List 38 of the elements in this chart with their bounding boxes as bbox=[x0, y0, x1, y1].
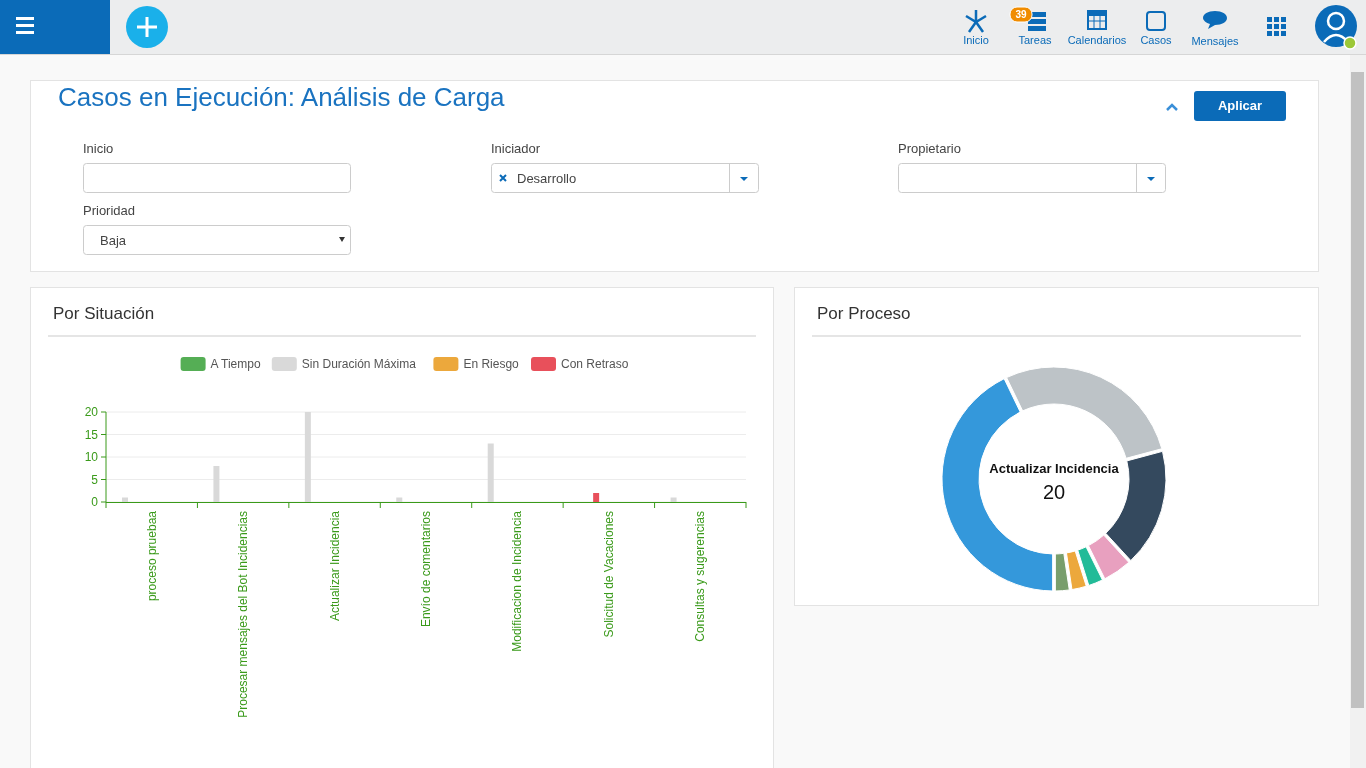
bar bbox=[213, 466, 220, 502]
legend-label: Sin Duración Máxima bbox=[301, 357, 417, 371]
text: Mensajes bbox=[1191, 35, 1240, 47]
text: 20 bbox=[1042, 481, 1066, 503]
text: Aplicar bbox=[1217, 98, 1263, 113]
bar bbox=[304, 412, 311, 502]
y-tick-label: 10 bbox=[84, 450, 99, 464]
y-tick-label: 0 bbox=[91, 495, 99, 509]
bar bbox=[593, 493, 600, 502]
x-tick-label: proceso pruebaa bbox=[144, 510, 159, 602]
text: Casos bbox=[1140, 34, 1173, 46]
text: 39 bbox=[1015, 9, 1027, 20]
y-tick-label: 5 bbox=[91, 472, 99, 487]
x-tick-label: Envío de comentarios bbox=[419, 511, 433, 628]
chart-title: Por Situación bbox=[53, 304, 155, 323]
x-tick-label: Actualizar Incidencia bbox=[327, 510, 342, 622]
text: Tareas bbox=[1018, 34, 1052, 46]
text: Inicio bbox=[963, 34, 989, 46]
chart-title: Por Proceso bbox=[817, 304, 911, 323]
text: Calendarios bbox=[1067, 34, 1127, 46]
text: Prioridad bbox=[83, 203, 136, 218]
legend-label: Con Retraso bbox=[561, 357, 629, 371]
text: Inicio bbox=[83, 141, 114, 156]
legend-label: A Tiempo bbox=[210, 357, 261, 371]
text: Actualizar Incidencia bbox=[989, 461, 1120, 476]
text: Iniciador bbox=[491, 141, 541, 156]
bar bbox=[487, 443, 494, 502]
y-tick-label: 20 bbox=[84, 405, 99, 419]
text: Desarrollo bbox=[517, 171, 577, 186]
text: Baja bbox=[100, 233, 127, 248]
text: Casos en Ejecución: Análisis de Carga bbox=[58, 82, 506, 112]
text: Propietario bbox=[898, 141, 961, 156]
x-tick-label: Solicitud de Vacaciones bbox=[601, 511, 616, 638]
x-tick-label: Modificacion de Incidencia bbox=[510, 510, 525, 652]
x-tick-label: Procesar mensajes del Bot Incidencias bbox=[236, 511, 251, 718]
legend-label: En Riesgo bbox=[463, 357, 520, 371]
x-tick-label: Consultas y sugerencias bbox=[693, 511, 708, 642]
y-tick-label: 15 bbox=[84, 427, 99, 442]
